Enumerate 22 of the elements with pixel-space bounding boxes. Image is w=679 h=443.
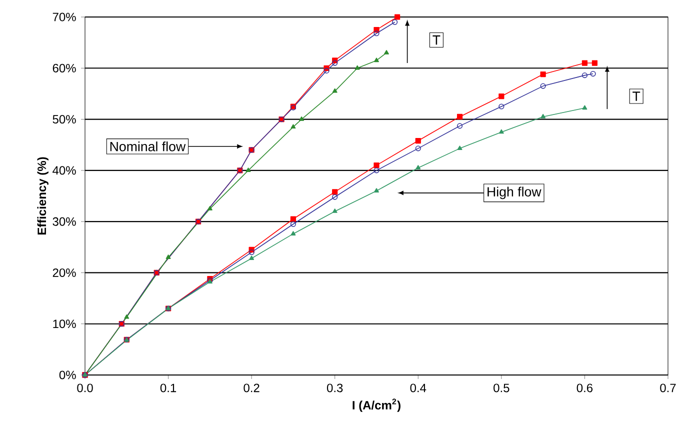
y-tick-label: 0%: [59, 370, 76, 380]
x-tick-label: 0.4: [410, 384, 426, 392]
x-tick-label: 0.5: [494, 384, 510, 392]
x-axis-title: I (A/cm$^{2}$): [352, 398, 400, 412]
x-tick-label: 0.0: [77, 384, 93, 392]
y-tick-label: 40%: [52, 166, 76, 175]
x-tick-label: 0.7: [660, 384, 676, 392]
x-tick-label: 0.6: [576, 384, 593, 392]
x-tick-label: 0.2: [244, 384, 260, 392]
annotation: High flow: [488, 186, 542, 200]
y-tick-label: 60%: [52, 64, 76, 72]
y-tick-label: 20%: [52, 268, 76, 277]
annotation: T: [632, 92, 640, 101]
annotation: Nominal flow: [110, 141, 186, 152]
y-tick-label: 10%: [53, 320, 76, 328]
y-axis-title: Efficiency (%): [37, 157, 48, 235]
y-tick-label: 70%: [52, 12, 76, 22]
annotation: T: [432, 35, 440, 45]
y-tick-label: 30%: [52, 217, 76, 226]
x-tick-label: 0.1: [160, 384, 176, 392]
y-tick-label: 50%: [52, 115, 76, 124]
x-tick-label: 0.3: [326, 384, 343, 392]
